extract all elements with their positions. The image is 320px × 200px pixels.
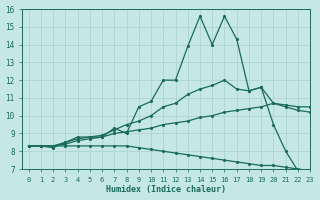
X-axis label: Humidex (Indice chaleur): Humidex (Indice chaleur) [106, 185, 226, 194]
